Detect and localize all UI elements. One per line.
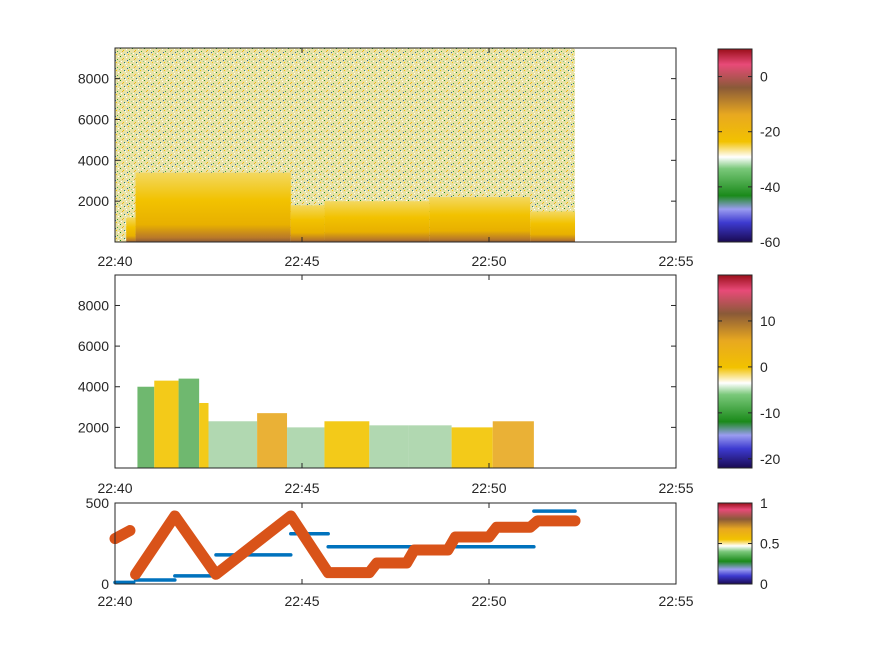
series-line bbox=[130, 510, 581, 580]
heatmap-cell bbox=[324, 201, 430, 242]
panel-2: 2000 4000 6000 8000 22:40 22:45 22:50 22… bbox=[78, 274, 780, 496]
y-tick-label: 4000 bbox=[78, 379, 109, 395]
axis-ticks-2 bbox=[114, 275, 677, 468]
y-tick-label: 6000 bbox=[78, 338, 109, 354]
heatmap-cell bbox=[287, 427, 325, 468]
panel-3: 0 500 22:40 22:45 22:50 22:55 1 0.5 0 bbox=[86, 495, 780, 609]
y-tick-label: 6000 bbox=[78, 111, 109, 127]
colorbar-2 bbox=[717, 274, 753, 469]
colorbar-tick-label: 0 bbox=[760, 69, 768, 85]
x-tick-label: 22:50 bbox=[471, 593, 506, 609]
y-tick-labels-1: 2000 4000 6000 8000 bbox=[78, 71, 109, 210]
axes-frame-1 bbox=[114, 47, 677, 243]
colorbar-tick-label: -20 bbox=[760, 124, 780, 140]
line-3-data bbox=[109, 509, 581, 585]
series-line bbox=[109, 525, 136, 545]
x-tick-label: 22:40 bbox=[97, 593, 132, 609]
heatmap-cell bbox=[178, 378, 200, 468]
colorbar-tick-label: -10 bbox=[760, 405, 780, 421]
y-tick-label: 2000 bbox=[78, 419, 109, 435]
axis-ticks-3 bbox=[114, 502, 677, 585]
colorbar-3-labels: 1 0.5 0 bbox=[760, 495, 780, 592]
heatmap-cell bbox=[492, 421, 534, 468]
colorbar-3 bbox=[717, 502, 753, 585]
heatmap-1-data bbox=[115, 48, 576, 242]
y-tick-labels-3: 0 500 bbox=[86, 495, 110, 592]
x-tick-label: 22:50 bbox=[471, 253, 506, 269]
heatmap-cell bbox=[530, 211, 576, 242]
colorbar-tick-label: 1 bbox=[760, 495, 768, 511]
x-tick-label: 22:40 bbox=[97, 480, 132, 496]
colorbar-2-labels: 10 0 -10 -20 bbox=[760, 313, 780, 467]
x-tick-labels-2: 22:40 22:45 22:50 22:55 bbox=[97, 480, 693, 496]
x-tick-labels-1: 22:40 22:45 22:50 22:55 bbox=[97, 253, 693, 269]
y-tick-label: 4000 bbox=[78, 152, 109, 168]
y-tick-label: 8000 bbox=[78, 71, 109, 87]
heatmap-cell bbox=[257, 413, 288, 468]
colorbar-1-ticks bbox=[718, 76, 752, 243]
x-tick-label: 22:40 bbox=[97, 253, 132, 269]
colorbar-tick-label: 0.5 bbox=[760, 536, 780, 552]
y-tick-labels-2: 2000 4000 6000 8000 bbox=[78, 297, 109, 435]
colorbar-1 bbox=[717, 48, 753, 243]
colorbar-tick-label: -40 bbox=[760, 179, 780, 195]
colorbar-2-ticks bbox=[718, 320, 752, 460]
colorbar-tick-label: 0 bbox=[760, 359, 768, 375]
heatmap-cell bbox=[208, 421, 258, 468]
heatmap-cell bbox=[135, 172, 291, 242]
axis-ticks-1 bbox=[114, 48, 677, 242]
heatmap-cell bbox=[451, 427, 493, 468]
heatmap-cell bbox=[137, 386, 155, 468]
heatmap-cell bbox=[126, 217, 136, 242]
x-tick-label: 22:45 bbox=[284, 593, 319, 609]
heatmap-cell bbox=[199, 402, 209, 468]
heatmap-cell bbox=[408, 425, 452, 468]
colorbar-tick-label: 0 bbox=[760, 576, 768, 592]
x-tick-label: 22:55 bbox=[658, 480, 693, 496]
heatmap-cell bbox=[290, 205, 325, 242]
heatmap-cell bbox=[324, 421, 370, 468]
y-tick-label: 2000 bbox=[78, 193, 109, 209]
heatmap-2-data bbox=[137, 378, 534, 468]
colorbar-1-labels: 0 -20 -40 -60 bbox=[760, 69, 780, 250]
x-tick-label: 22:45 bbox=[284, 480, 319, 496]
y-tick-label: 8000 bbox=[78, 297, 109, 313]
axes-frame-2 bbox=[114, 274, 677, 469]
x-tick-label: 22:50 bbox=[471, 480, 506, 496]
heatmap-cell bbox=[154, 380, 179, 468]
colorbar-tick-label: -20 bbox=[760, 451, 780, 467]
y-tick-label: 0 bbox=[101, 576, 109, 592]
x-tick-label: 22:55 bbox=[658, 593, 693, 609]
x-tick-label: 22:55 bbox=[658, 253, 693, 269]
colorbar-tick-label: 10 bbox=[760, 313, 776, 329]
colorbar-tick-label: -60 bbox=[760, 234, 780, 250]
colorbar-3-ticks bbox=[718, 502, 752, 585]
y-tick-label: 500 bbox=[86, 495, 110, 511]
x-tick-label: 22:45 bbox=[284, 253, 319, 269]
heatmap-cell bbox=[429, 197, 531, 242]
axes-frame-3 bbox=[114, 502, 677, 585]
x-tick-labels-3: 22:40 22:45 22:50 22:55 bbox=[97, 593, 693, 609]
heatmap-cell bbox=[369, 425, 409, 468]
panel-1: 2000 4000 6000 8000 22:40 22:45 22:50 22… bbox=[78, 47, 780, 269]
